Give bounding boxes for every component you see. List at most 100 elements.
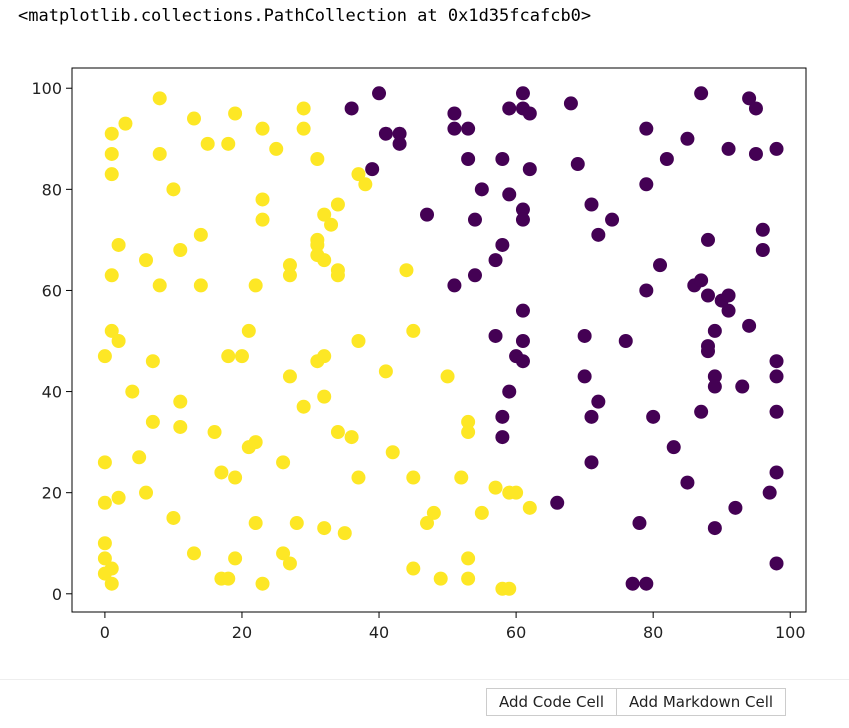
scatter-point	[365, 162, 380, 177]
scatter-point	[344, 430, 359, 445]
scatter-point	[255, 121, 270, 136]
scatter-point	[214, 465, 229, 480]
scatter-point	[111, 334, 126, 349]
scatter-point	[173, 243, 188, 258]
scatter-point	[296, 121, 311, 136]
scatter-point	[296, 101, 311, 116]
scatter-point	[420, 516, 435, 531]
scatter-point	[282, 258, 297, 273]
scatter-point	[228, 470, 243, 485]
add-markdown-cell-button[interactable]: Add Markdown Cell	[617, 688, 787, 716]
scatter-point	[139, 485, 154, 500]
scatter-point	[317, 521, 332, 536]
scatter-point	[502, 384, 517, 399]
scatter-point	[378, 364, 393, 379]
scatter-point	[372, 86, 387, 101]
scatter-point	[433, 571, 448, 586]
scatter-point	[200, 136, 215, 151]
scatter-point	[310, 152, 325, 167]
scatter-point	[769, 404, 784, 419]
scatter-point	[132, 450, 147, 465]
x-tick-label: 80	[643, 623, 663, 642]
scatter-point	[707, 379, 722, 394]
scatter-point	[488, 253, 503, 268]
scatter-point	[104, 576, 119, 591]
scatter-point	[351, 470, 366, 485]
scatter-point	[255, 212, 270, 227]
scatter-point	[474, 505, 489, 520]
scatter-point	[152, 91, 167, 106]
chart: 0 20 40 60 80 100 0 20 40 60 80 100	[31, 67, 807, 642]
scatter-point	[248, 516, 263, 531]
scatter-point	[228, 106, 243, 121]
scatter-point	[269, 141, 284, 156]
scatter-point	[420, 207, 435, 222]
scatter-point	[310, 237, 325, 252]
scatter-point	[742, 318, 757, 333]
scatter-point	[111, 237, 126, 252]
scatter-point	[467, 212, 482, 227]
scatter-point	[509, 485, 524, 500]
scatter-point	[522, 162, 537, 177]
y-tick-label: 80	[42, 180, 62, 199]
scatter-point	[125, 384, 140, 399]
scatter-point	[406, 561, 421, 576]
scatter-point	[385, 445, 400, 460]
scatter-point	[173, 419, 188, 434]
scatter-point	[152, 278, 167, 293]
scatter-point	[563, 96, 578, 111]
scatter-point	[495, 152, 510, 167]
scatter-point	[769, 369, 784, 384]
scatter-point	[330, 268, 345, 283]
scatter-point	[145, 354, 160, 369]
scatter-point	[282, 369, 297, 384]
scatter-point	[666, 440, 681, 455]
scatter-point	[461, 551, 476, 566]
scatter-point	[769, 354, 784, 369]
scatter-point	[454, 470, 469, 485]
scatter-point	[728, 500, 743, 515]
scatter-point	[721, 141, 736, 156]
scatter-point	[522, 106, 537, 121]
scatter-point	[330, 425, 345, 440]
scatter-point	[351, 334, 366, 349]
scatter-point	[735, 379, 750, 394]
scatter-point	[207, 425, 222, 440]
scatter-point	[358, 177, 373, 192]
scatter-point	[248, 278, 263, 293]
scatter-point	[577, 328, 592, 343]
scatter-point	[755, 222, 770, 237]
scatter-point	[474, 182, 489, 197]
scatter-point	[495, 430, 510, 445]
scatter-point	[276, 455, 291, 470]
x-tick-label: 40	[369, 623, 389, 642]
scatter-point	[618, 334, 633, 349]
scatter-point	[488, 480, 503, 495]
scatter-point	[591, 394, 606, 409]
scatter-point	[584, 197, 599, 212]
scatter-point	[152, 146, 167, 161]
y-tick-label: 20	[42, 484, 62, 503]
scatter-point	[440, 369, 455, 384]
scatter-point	[639, 283, 654, 298]
scatter-point	[721, 303, 736, 318]
x-tick-label: 20	[232, 623, 252, 642]
scatter-point	[515, 212, 530, 227]
x-tick-label: 60	[506, 623, 526, 642]
scatter-point	[337, 526, 352, 541]
scatter-point	[584, 409, 599, 424]
add-code-cell-button[interactable]: Add Code Cell	[486, 688, 618, 716]
scatter-point	[104, 167, 119, 182]
scatter-point	[467, 268, 482, 283]
scatter-point	[351, 167, 366, 182]
scatter-point	[317, 207, 332, 222]
scatter-point	[502, 581, 517, 596]
scatter-point	[515, 202, 530, 217]
scatter-point	[97, 349, 112, 364]
scatter-point	[742, 91, 757, 106]
scatter-point	[748, 146, 763, 161]
toolbar: Add Code Cell Add Markdown Cell	[486, 688, 787, 716]
plot-frame	[71, 67, 807, 613]
scatter-point	[406, 470, 421, 485]
scatter-point	[447, 106, 462, 121]
